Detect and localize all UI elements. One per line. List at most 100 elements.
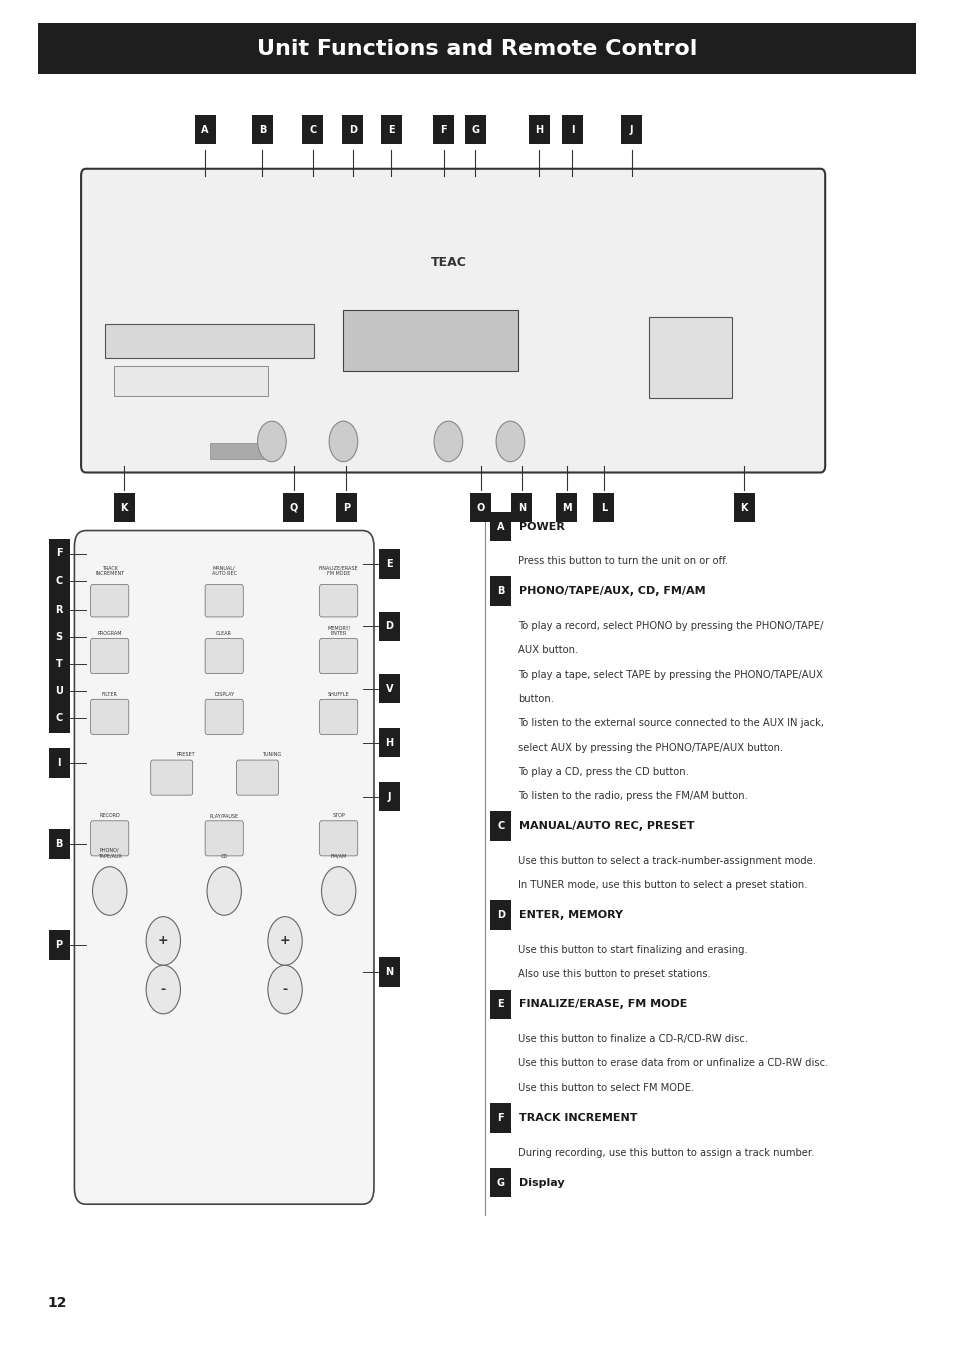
Text: TRACK INCREMENT: TRACK INCREMENT [518, 1112, 637, 1123]
Text: I: I [570, 124, 574, 135]
Text: C: C [55, 575, 63, 586]
FancyBboxPatch shape [91, 699, 129, 734]
Text: To listen to the radio, press the FM/AM button.: To listen to the radio, press the FM/AM … [517, 791, 747, 801]
Text: J: J [629, 124, 633, 135]
Text: STOP: STOP [332, 813, 345, 818]
Text: V: V [385, 683, 393, 694]
Circle shape [92, 867, 127, 915]
Text: B: B [258, 124, 266, 135]
Text: C: C [55, 713, 63, 724]
FancyBboxPatch shape [319, 699, 357, 734]
Text: TRACK
INCREMENT: TRACK INCREMENT [95, 566, 124, 576]
Text: Use this button to select a track-number-assignment mode.: Use this button to select a track-number… [517, 856, 815, 865]
Circle shape [321, 867, 355, 915]
FancyBboxPatch shape [490, 1103, 511, 1133]
Text: O: O [476, 502, 484, 513]
FancyBboxPatch shape [49, 930, 70, 960]
FancyBboxPatch shape [593, 493, 614, 522]
Bar [343, 310, 517, 371]
FancyBboxPatch shape [378, 728, 399, 757]
FancyBboxPatch shape [49, 829, 70, 859]
Text: C: C [497, 821, 504, 832]
Text: RECORD: RECORD [99, 813, 120, 818]
Bar [210, 443, 267, 459]
FancyBboxPatch shape [205, 699, 243, 734]
FancyBboxPatch shape [49, 539, 70, 568]
FancyBboxPatch shape [74, 531, 374, 1204]
Text: button.: button. [517, 694, 554, 703]
Text: MANUAL/AUTO REC, PRESET: MANUAL/AUTO REC, PRESET [518, 821, 694, 832]
FancyBboxPatch shape [490, 1168, 511, 1197]
Text: PROGRAM: PROGRAM [97, 630, 122, 636]
Text: R: R [55, 605, 63, 616]
Text: Use this button to select FM MODE.: Use this button to select FM MODE. [517, 1083, 694, 1092]
FancyBboxPatch shape [38, 23, 915, 74]
FancyBboxPatch shape [620, 115, 641, 144]
Text: -: - [282, 983, 287, 996]
FancyBboxPatch shape [511, 493, 532, 522]
Text: G: G [497, 1177, 504, 1188]
Text: -: - [161, 983, 166, 996]
FancyBboxPatch shape [335, 493, 356, 522]
FancyBboxPatch shape [470, 493, 491, 522]
Circle shape [146, 965, 180, 1014]
Bar [105, 324, 314, 358]
FancyBboxPatch shape [380, 115, 401, 144]
Text: REC LEVEL: REC LEVEL [150, 923, 176, 929]
FancyBboxPatch shape [342, 115, 363, 144]
Circle shape [257, 421, 286, 462]
FancyBboxPatch shape [319, 821, 357, 856]
FancyBboxPatch shape [151, 760, 193, 795]
Text: TEAC: TEAC [430, 256, 466, 269]
FancyBboxPatch shape [49, 566, 70, 595]
Bar [648, 317, 732, 398]
FancyBboxPatch shape [302, 115, 323, 144]
Text: PHONO/
TAPE/AUX: PHONO/ TAPE/AUX [97, 848, 122, 859]
Text: POWER: POWER [518, 521, 564, 532]
Text: F: F [56, 548, 62, 559]
FancyBboxPatch shape [490, 900, 511, 930]
Text: ENTER, MEMORY: ENTER, MEMORY [518, 910, 622, 921]
Circle shape [268, 965, 302, 1014]
FancyBboxPatch shape [464, 115, 485, 144]
Text: E: E [388, 124, 394, 135]
Text: P: P [342, 502, 350, 513]
FancyBboxPatch shape [319, 639, 357, 674]
Text: Also use this button to preset stations.: Also use this button to preset stations. [517, 969, 710, 979]
Text: PHONO/TAPE/AUX, CD, FM/AM: PHONO/TAPE/AUX, CD, FM/AM [518, 586, 705, 597]
Text: E: E [497, 999, 503, 1010]
FancyBboxPatch shape [490, 990, 511, 1019]
Text: C: C [309, 124, 316, 135]
Circle shape [329, 421, 357, 462]
Circle shape [496, 421, 524, 462]
Text: CD: CD [220, 853, 228, 859]
Text: select AUX by pressing the PHONO/TAPE/AUX button.: select AUX by pressing the PHONO/TAPE/AU… [517, 743, 782, 752]
Text: A: A [497, 521, 504, 532]
Text: 12: 12 [48, 1296, 67, 1310]
Text: T: T [55, 659, 63, 670]
Text: To play a CD, press the CD button.: To play a CD, press the CD button. [517, 767, 688, 776]
Text: MANUAL/
AUTO REC: MANUAL/ AUTO REC [212, 566, 236, 576]
Text: D: D [349, 124, 356, 135]
FancyBboxPatch shape [236, 760, 278, 795]
Text: N: N [517, 502, 525, 513]
Text: FILTER: FILTER [102, 691, 117, 697]
FancyBboxPatch shape [490, 512, 511, 541]
Text: Display: Display [518, 1177, 564, 1188]
Text: L: L [600, 502, 606, 513]
Text: I: I [57, 757, 61, 768]
Text: VOLUME: VOLUME [274, 923, 294, 929]
FancyBboxPatch shape [319, 585, 357, 617]
Text: Unit Functions and Remote Control: Unit Functions and Remote Control [256, 39, 697, 58]
Circle shape [268, 917, 302, 965]
FancyBboxPatch shape [490, 811, 511, 841]
Text: To play a tape, select TAPE by pressing the PHONO/TAPE/AUX: To play a tape, select TAPE by pressing … [517, 670, 822, 679]
Text: G: G [471, 124, 478, 135]
Text: In TUNER mode, use this button to select a preset station.: In TUNER mode, use this button to select… [517, 880, 806, 890]
FancyBboxPatch shape [49, 703, 70, 733]
FancyBboxPatch shape [561, 115, 582, 144]
Text: DISPLAY: DISPLAY [213, 691, 234, 697]
Text: PRESET: PRESET [176, 752, 195, 757]
FancyBboxPatch shape [528, 115, 549, 144]
FancyBboxPatch shape [490, 576, 511, 606]
